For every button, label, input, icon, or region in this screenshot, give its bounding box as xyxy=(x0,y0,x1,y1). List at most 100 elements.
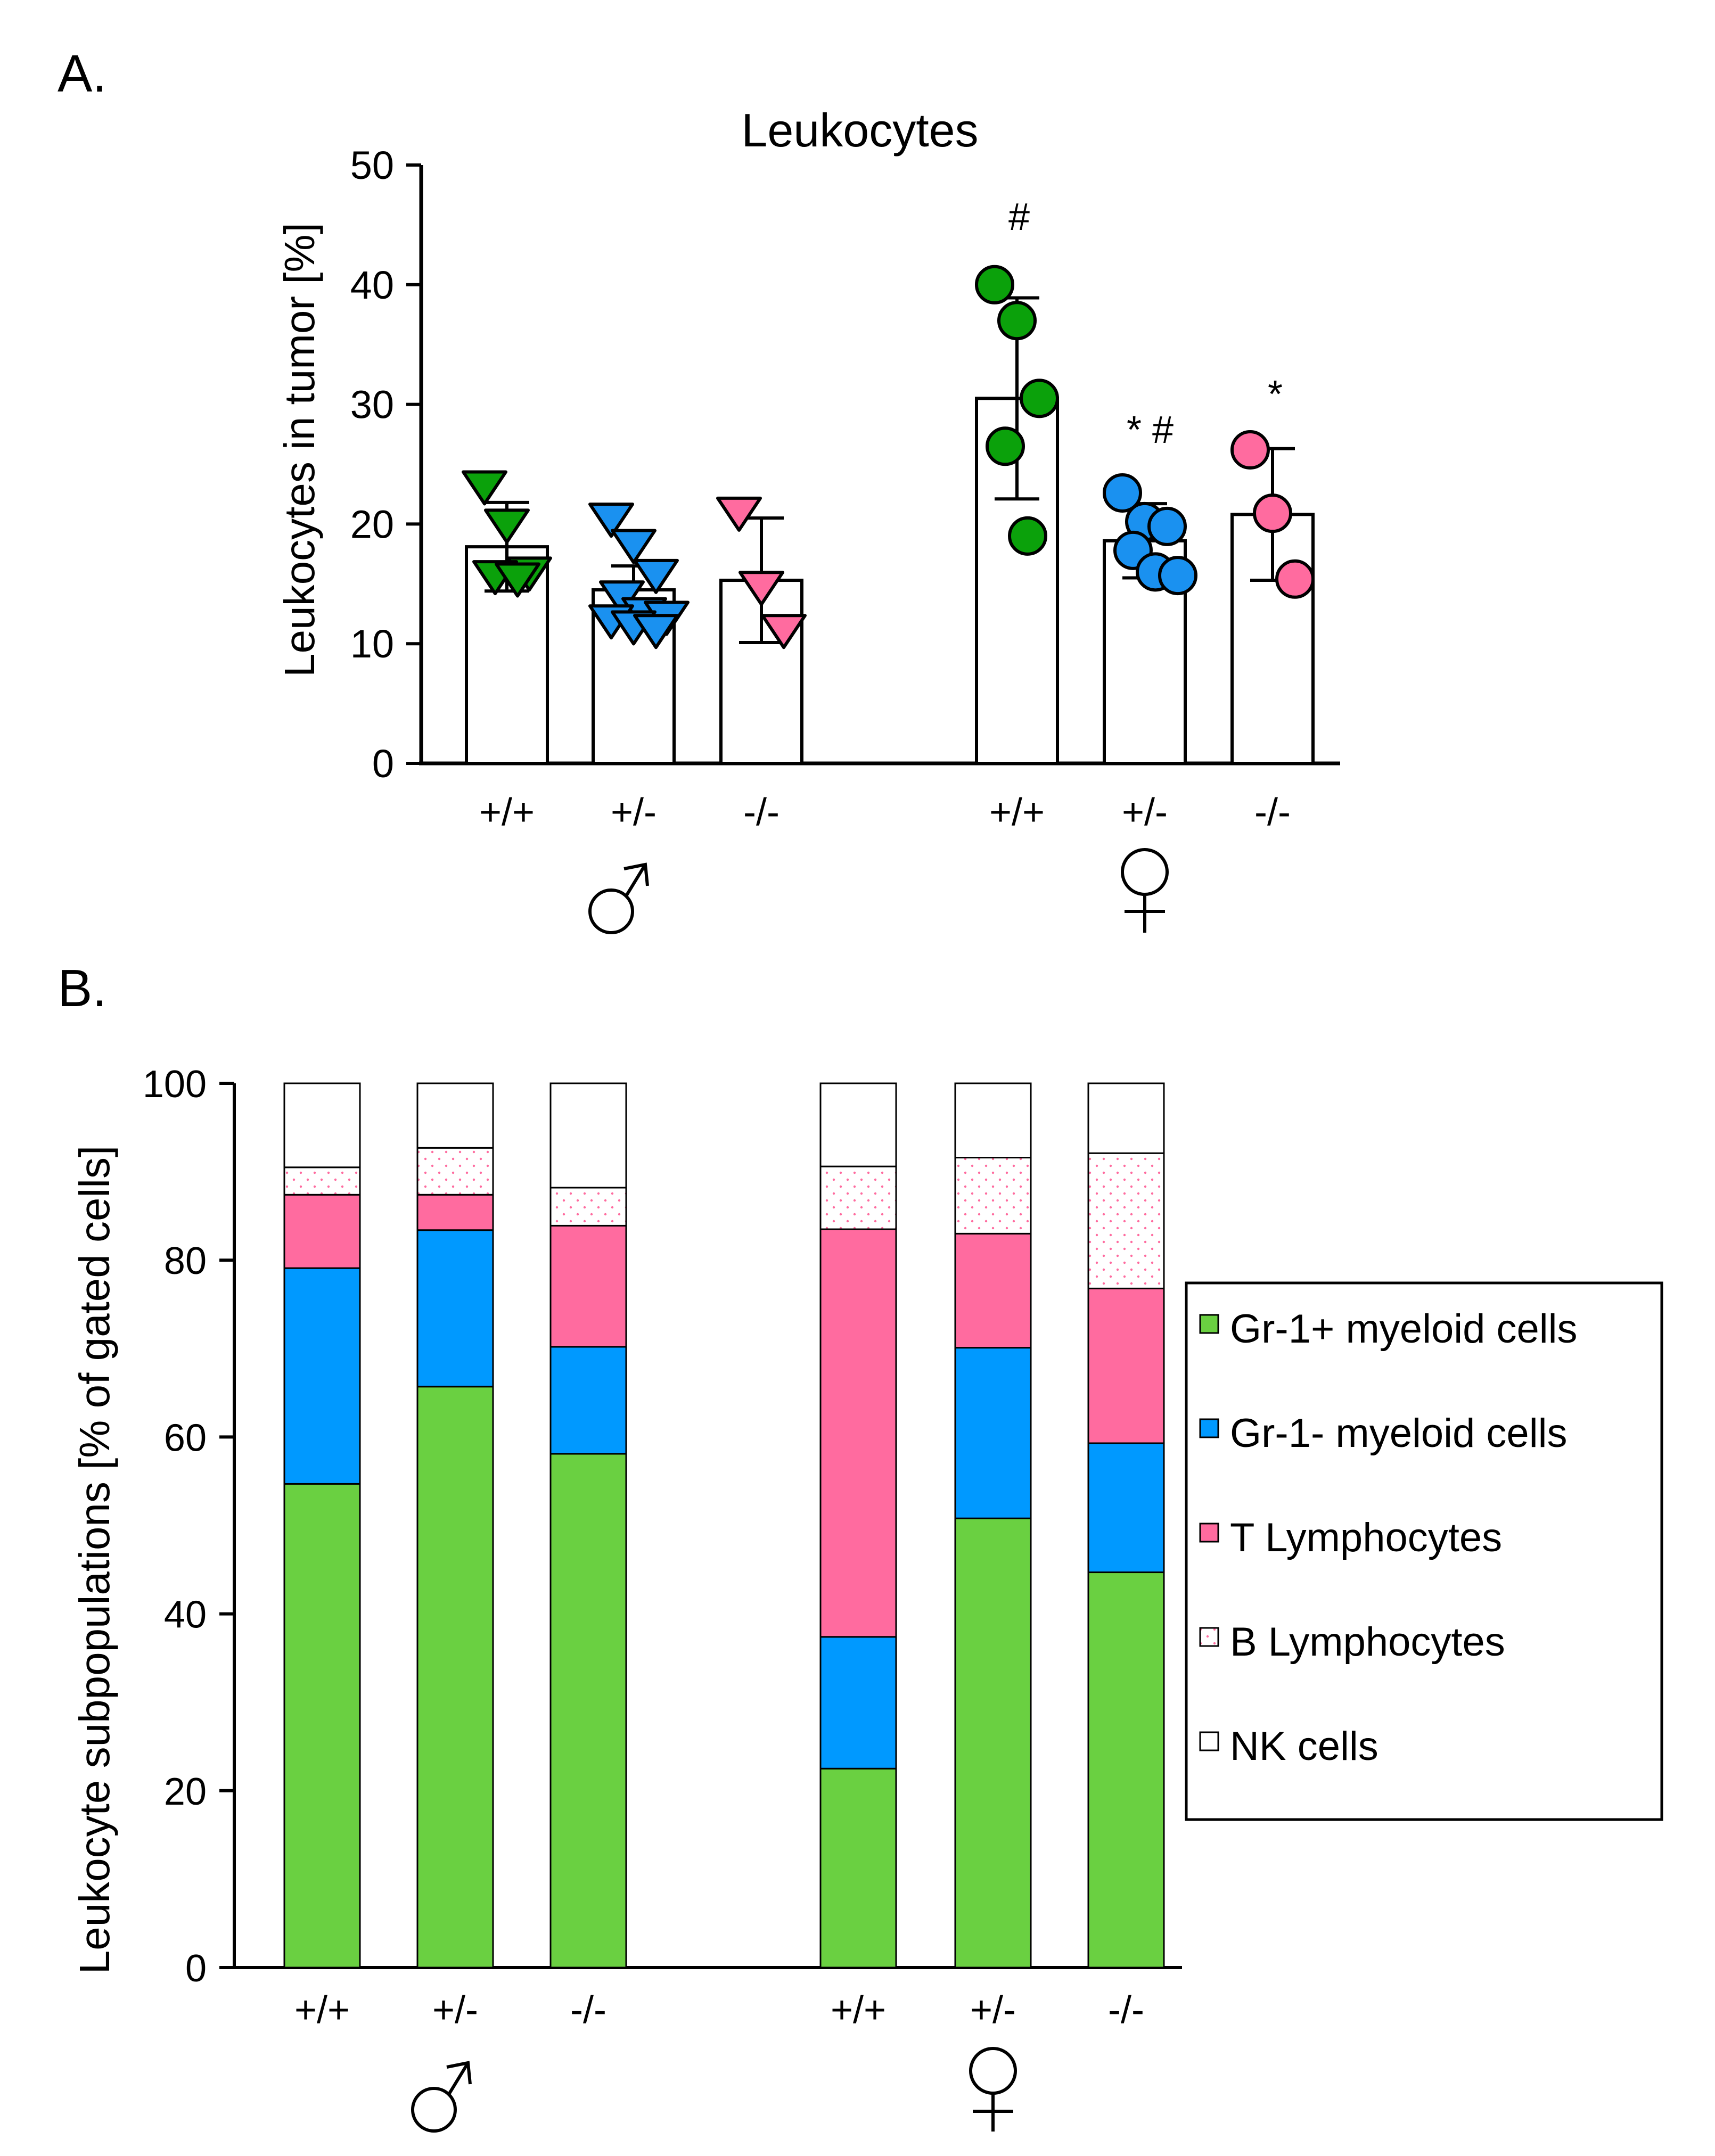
chart-a-ylabel: Leukocytes in tumor [%] xyxy=(276,223,323,677)
y-tick-label: 30 xyxy=(350,383,394,427)
panel-a: A. Leukocytes Leukocytes in tumor [%] 0 1… xyxy=(58,44,1340,934)
bar-segment xyxy=(1087,1152,1165,1289)
bar-segment xyxy=(549,1346,627,1455)
x-tick-label: +/+ xyxy=(989,791,1045,834)
bar-segment xyxy=(549,1224,627,1348)
data-point xyxy=(975,265,1014,305)
chart-b-ylabel: Leukocyte subpopulations [% of gated cel… xyxy=(71,1146,118,1974)
y-tick-label: 10 xyxy=(350,622,394,666)
bar-segment xyxy=(283,1194,361,1269)
panel-a-label: A. xyxy=(58,44,107,103)
bar-segment xyxy=(416,1229,494,1388)
bar-segment xyxy=(954,1232,1032,1349)
data-point xyxy=(588,503,634,538)
data-point xyxy=(986,426,1025,466)
significance-annotation: * xyxy=(1268,373,1283,416)
data-point xyxy=(738,571,784,606)
bar-segment xyxy=(819,1228,897,1638)
legend-item: Gr-1+ myeloid cells xyxy=(1199,1306,1578,1352)
male-symbol-circle xyxy=(588,888,634,934)
x-tick-label: +/- xyxy=(611,791,657,834)
x-tick-label: +/+ xyxy=(294,1989,350,2031)
chart-a-title: Leukocytes xyxy=(741,104,978,157)
data-point xyxy=(462,470,507,506)
bar-segment xyxy=(416,1194,494,1231)
data-point xyxy=(1008,516,1047,556)
y-tick-label: 80 xyxy=(164,1240,207,1282)
bar-segment xyxy=(549,1187,627,1227)
x-tick-labels-b: +/+ +/- -/- +/+ +/- -/- xyxy=(294,1989,1144,2031)
y-tick-label: 20 xyxy=(350,502,394,546)
data-point xyxy=(1275,559,1315,599)
x-tick-labels-a: +/+ +/- -/- +/+ +/- -/- xyxy=(479,791,1291,834)
bar-segment xyxy=(416,1386,494,1969)
data-point xyxy=(611,529,657,564)
x-tick-label: +/- xyxy=(432,1989,478,2031)
data-point xyxy=(716,496,762,532)
x-tick-label: +/+ xyxy=(479,791,535,834)
male-symbol-arrow-head xyxy=(623,862,649,886)
legend-b: Gr-1+ myeloid cells Gr-1- myeloid cells … xyxy=(1185,1281,1663,1821)
data-point xyxy=(1020,378,1059,418)
panel-b-label: B. xyxy=(58,959,107,1017)
bar-segment xyxy=(549,1082,627,1189)
male-symbol-arrow-head xyxy=(446,2061,472,2085)
data-point xyxy=(1230,430,1270,470)
legend-swatch xyxy=(1199,1731,1219,1751)
y-tick-label: 20 xyxy=(164,1771,207,1813)
legend-swatch xyxy=(1199,1627,1219,1647)
legend-item: B Lymphocytes xyxy=(1199,1619,1505,1665)
female-symbol-circle xyxy=(969,2047,1017,2095)
data-point xyxy=(633,558,679,594)
bar-segment xyxy=(1087,1082,1165,1154)
bar-segment xyxy=(819,1082,897,1167)
male-symbol-arrow-shaft xyxy=(625,863,647,897)
y-tick-label: 0 xyxy=(185,1947,207,1990)
x-tick-label: -/- xyxy=(743,791,779,834)
bar-segment xyxy=(1087,1287,1165,1444)
bar-segment xyxy=(283,1483,361,1969)
bar-segment xyxy=(549,1453,627,1969)
y-tick-label: 40 xyxy=(350,263,394,307)
data-point xyxy=(633,614,679,649)
y-tick-label: 0 xyxy=(372,742,394,786)
panel-b: B. Leukocyte subpopulations [% of gated … xyxy=(58,959,1663,2133)
bar-segment xyxy=(819,1767,897,1969)
legend-item: NK cells xyxy=(1199,1724,1378,1769)
bar-segment xyxy=(954,1517,1032,1969)
significance-annotation: # xyxy=(1008,196,1030,238)
bar-segment xyxy=(954,1082,1032,1159)
x-tick-label: -/- xyxy=(1254,791,1291,834)
legend-box xyxy=(1185,1281,1663,1821)
bar-segment xyxy=(283,1082,361,1168)
data-point xyxy=(1103,473,1142,513)
significance-annotation: * # xyxy=(1127,409,1174,451)
legend-label: Gr-1+ myeloid cells xyxy=(1230,1306,1578,1352)
female-symbol-circle xyxy=(1121,848,1169,896)
x-tick-label: +/+ xyxy=(831,1989,886,2031)
data-point xyxy=(495,562,540,598)
x-tick-label: +/- xyxy=(970,1989,1016,2031)
bar-segment xyxy=(1087,1442,1165,1574)
male-symbol-circle xyxy=(411,2087,457,2133)
data-point xyxy=(761,614,807,649)
bar-segment xyxy=(954,1347,1032,1519)
legend-label: Gr-1- myeloid cells xyxy=(1230,1411,1567,1456)
data-point xyxy=(1253,493,1292,533)
legend-swatch xyxy=(1199,1314,1219,1334)
bar-segment xyxy=(283,1166,361,1196)
y-tick-label: 50 xyxy=(350,143,394,187)
legend-swatch xyxy=(1199,1418,1219,1438)
female-symbol-b xyxy=(969,2047,1017,2132)
male-symbol-a xyxy=(588,862,649,934)
bar-segment xyxy=(954,1157,1032,1235)
x-tick-label: -/- xyxy=(570,1989,606,2031)
legend-label: NK cells xyxy=(1230,1724,1378,1769)
legend-swatch xyxy=(1199,1523,1219,1543)
bar-segment xyxy=(416,1147,494,1196)
bar-segment xyxy=(819,1636,897,1770)
legend-item: T Lymphocytes xyxy=(1199,1515,1502,1560)
data-point xyxy=(997,301,1037,341)
x-tick-label: +/- xyxy=(1122,791,1168,834)
data-point xyxy=(1158,556,1197,596)
